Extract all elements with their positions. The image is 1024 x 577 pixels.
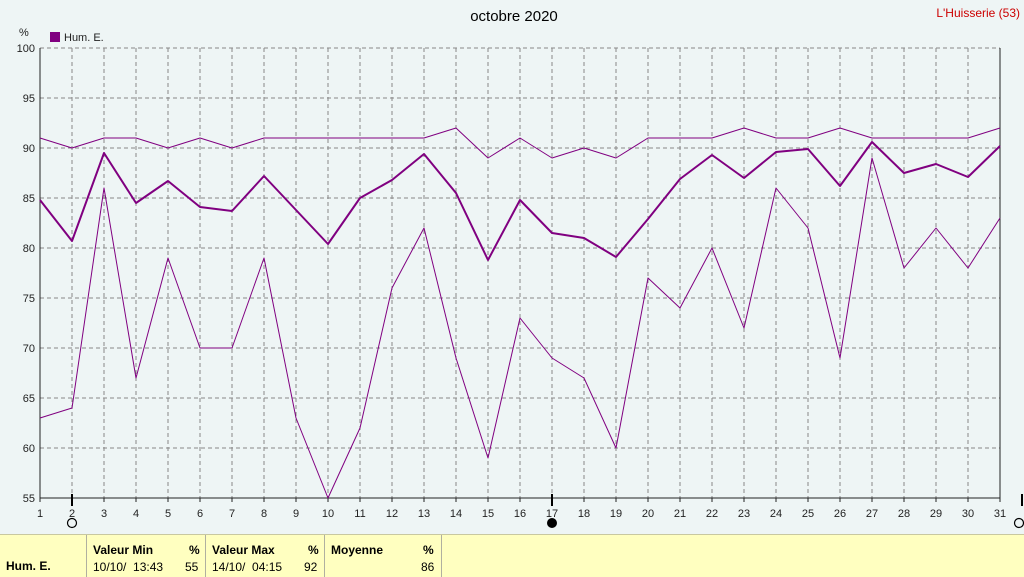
x-tick-label: 18: [578, 508, 590, 520]
x-tick-label: 3: [101, 508, 107, 520]
mean-value: 86: [421, 560, 435, 574]
y-tick-label: 75: [23, 293, 35, 305]
footer-max-cell: Valeur Max % 14/10/ 04:15 92: [206, 535, 325, 577]
footer-series-label: Hum. E.: [6, 559, 51, 573]
min-date: 10/10/ 13:43: [93, 560, 164, 574]
x-tick-label: 15: [482, 508, 494, 520]
legend-label: Hum. E.: [64, 32, 104, 44]
x-tick-label: 29: [930, 508, 942, 520]
mean-label: Moyenne: [331, 543, 384, 557]
x-tick-label: 6: [197, 508, 203, 520]
y-tick-label: 85: [23, 193, 35, 205]
legend-swatch: [50, 32, 60, 42]
x-tick-label: 26: [834, 508, 846, 520]
day-markers: [66, 494, 1024, 529]
x-tick-label: 12: [386, 508, 398, 520]
y-tick-label: 55: [23, 493, 35, 505]
x-tick-label: 30: [962, 508, 974, 520]
x-tick-label: 1: [37, 508, 43, 520]
y-unit-label: %: [19, 27, 29, 39]
x-tick-label: 14: [450, 508, 462, 520]
x-tick-label: 27: [866, 508, 878, 520]
moon-phase-marker: [547, 518, 557, 528]
max-unit: %: [308, 543, 319, 557]
x-tick-label: 20: [642, 508, 654, 520]
moon-phase-marker: [66, 517, 78, 529]
stats-footer: Hum. E. Valeur Min % 10/10/ 13:43 55 Val…: [0, 534, 1024, 577]
y-tick-label: 70: [23, 343, 35, 355]
x-tick-label: 16: [514, 508, 526, 520]
x-tick-label: 8: [261, 508, 267, 520]
x-tick-label: 13: [418, 508, 430, 520]
x-tick-label: 9: [293, 508, 299, 520]
x-tick-label: 31: [994, 508, 1006, 520]
x-tick-label: 21: [674, 508, 686, 520]
footer-series-cell: Hum. E.: [0, 535, 87, 577]
station-name: L'Huisserie (53): [936, 6, 1020, 20]
min-value: 55: [185, 560, 199, 574]
x-tick-label: 4: [133, 508, 139, 520]
y-tick-label: 65: [23, 393, 35, 405]
x-tick-label: 11: [354, 508, 365, 520]
x-tick-label: 17: [546, 508, 558, 520]
x-tick-label: 25: [802, 508, 814, 520]
x-tick-label: 7: [229, 508, 235, 520]
series-line-min: [39, 157, 1001, 499]
series-lines: [39, 127, 1001, 499]
series-line-mean: [39, 141, 1001, 261]
x-tick-label: 23: [738, 508, 750, 520]
x-tick-label: 22: [706, 508, 718, 520]
x-tick-label: 19: [610, 508, 622, 520]
y-tick-label: 80: [23, 243, 35, 255]
y-tick-label: 95: [23, 93, 35, 105]
x-tick-label: 28: [898, 508, 910, 520]
max-label: Valeur Max: [212, 543, 275, 557]
max-value: 92: [304, 560, 318, 574]
chart-title: octobre 2020: [470, 8, 558, 25]
grid: [40, 47, 1000, 498]
y-tick-label: 60: [23, 443, 35, 455]
moon-phase-marker: [1013, 517, 1024, 529]
min-unit: %: [189, 543, 200, 557]
min-label: Valeur Min: [93, 543, 154, 557]
x-tick-label: 2: [69, 508, 75, 520]
y-tick-label: 90: [23, 143, 35, 155]
max-date: 14/10/ 04:15: [212, 560, 283, 574]
mean-unit: %: [423, 543, 434, 557]
x-tick-label: 5: [165, 508, 171, 520]
series-line-max: [39, 127, 1001, 159]
footer-mean-cell: Moyenne % 86: [325, 535, 442, 577]
x-tick-label: 10: [322, 508, 334, 520]
footer-min-cell: Valeur Min % 10/10/ 13:43 55: [87, 535, 206, 577]
x-tick-label: 24: [770, 508, 782, 520]
y-tick-label: 100: [17, 43, 35, 55]
